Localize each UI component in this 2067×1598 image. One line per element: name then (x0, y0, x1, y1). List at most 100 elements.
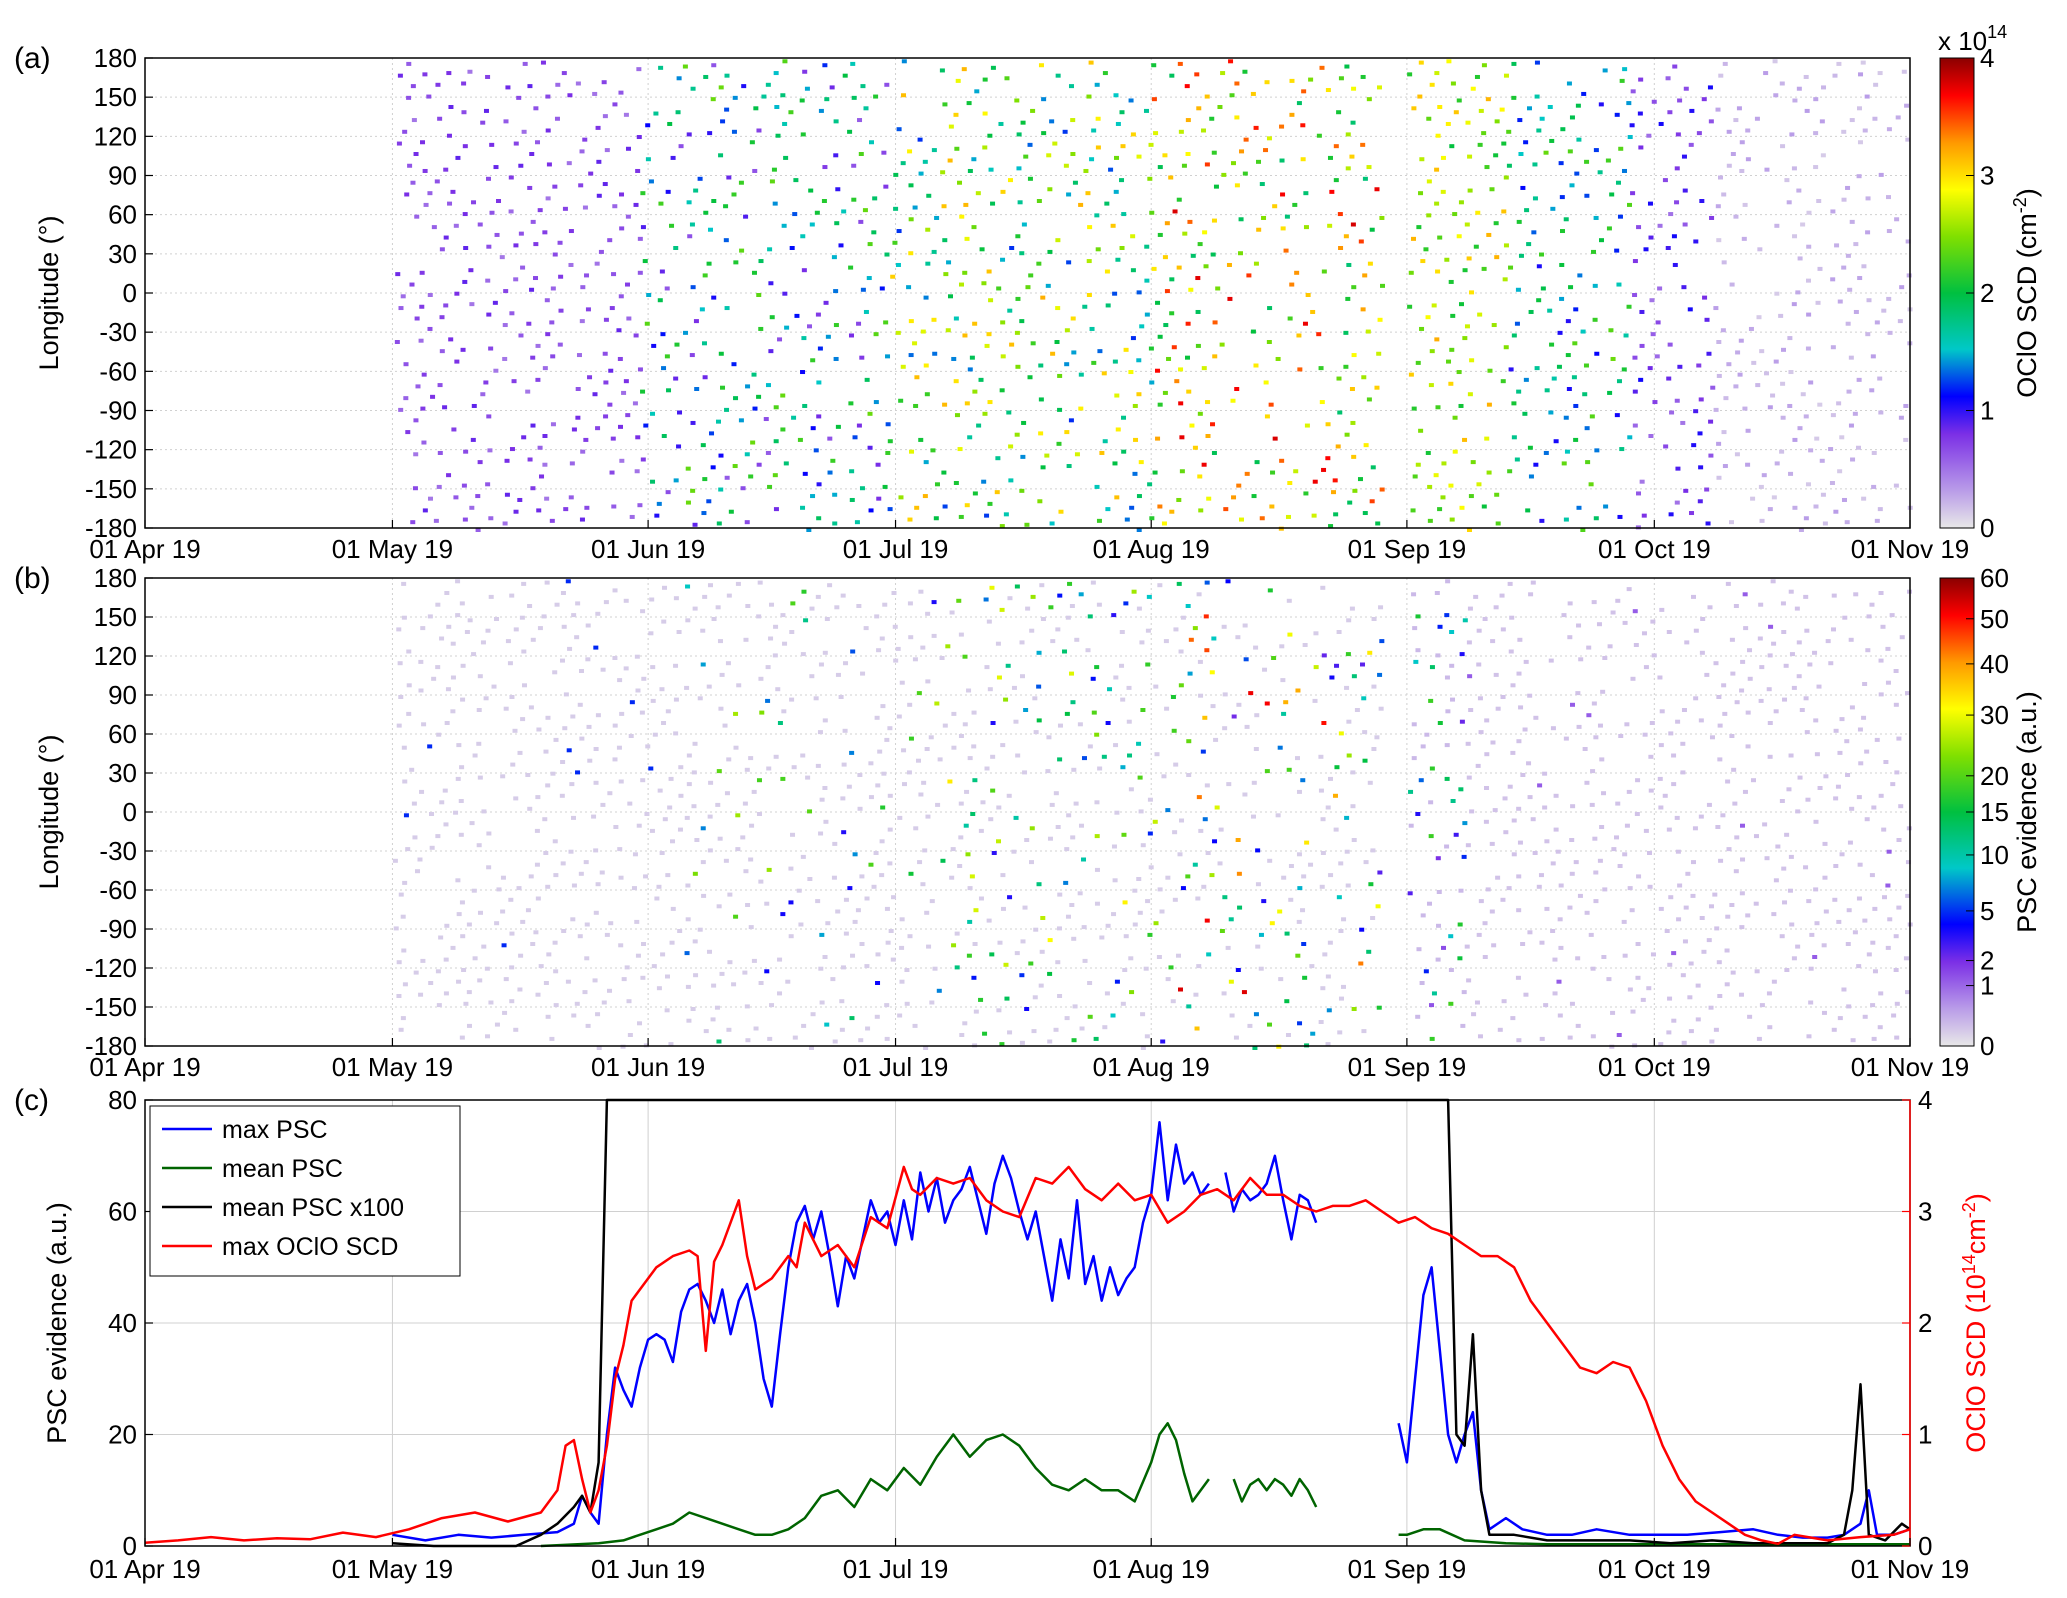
swath-cell (587, 375, 593, 380)
swath-cell (1659, 607, 1665, 612)
swath-cell (1022, 770, 1028, 775)
swath-cell (904, 968, 910, 972)
swath-cell (553, 969, 559, 974)
swath-cell (1015, 753, 1021, 758)
swath-cell (1115, 121, 1121, 126)
swath-cell (856, 604, 862, 608)
swath-cell (1708, 419, 1714, 424)
swath-cell (1880, 624, 1886, 629)
a-x-tick-label: 01 Jul 19 (843, 534, 949, 564)
swath-cell (1283, 248, 1289, 253)
swath-cell (959, 214, 965, 219)
swath-cell (767, 247, 773, 252)
swath-cell (1188, 637, 1194, 642)
swath-cell (1087, 225, 1093, 230)
swath-cell (1527, 930, 1533, 935)
swath-cell (1730, 152, 1736, 156)
swath-cell (1133, 437, 1139, 442)
swath-cell (1862, 1014, 1868, 1019)
swath-cell (925, 814, 931, 819)
swath-cell (1507, 784, 1513, 789)
swath-cell (1894, 1001, 1900, 1006)
swath-cell (558, 308, 564, 313)
swath-cell (1466, 978, 1472, 983)
swath-cell (1577, 893, 1583, 898)
swath-cell (1745, 428, 1751, 433)
a-y-tick-label: 150 (94, 82, 137, 112)
swath-cell (1780, 601, 1786, 606)
swath-cell (782, 59, 788, 64)
swath-cell (1320, 585, 1326, 590)
swath-cell (545, 94, 551, 99)
swath-cell (502, 1010, 508, 1015)
swath-cell (411, 118, 417, 123)
swath-cell (1340, 984, 1346, 989)
swath-cell (1350, 770, 1356, 775)
swath-cell (884, 906, 890, 911)
swath-cell (899, 917, 905, 922)
swath-cell (578, 183, 584, 188)
swath-cell (410, 84, 416, 89)
swath-cell (650, 665, 656, 670)
c-y-tick-label: 80 (108, 1085, 137, 1115)
swath-cell (1047, 938, 1053, 943)
swath-cell (1532, 162, 1538, 167)
swath-cell (552, 252, 558, 257)
swath-cell (780, 613, 786, 618)
swath-cell (1321, 467, 1327, 472)
swath-cell (501, 943, 507, 948)
swath-cell (884, 737, 890, 742)
swath-cell (1516, 389, 1522, 394)
c-y2-tick-label: 3 (1918, 1197, 1932, 1227)
swath-cell (1857, 727, 1863, 732)
swath-cell (1699, 916, 1705, 920)
swath-cell (1778, 313, 1784, 318)
swath-cell (471, 888, 477, 893)
swath-cell (1429, 665, 1435, 670)
swath-cell (1217, 861, 1223, 866)
swath-cell (1739, 823, 1745, 828)
swath-cell (448, 105, 454, 109)
swath-cell (1494, 492, 1500, 497)
swath-cell (560, 658, 566, 663)
swath-cell (1584, 193, 1590, 198)
swath-cell (1683, 86, 1689, 91)
swath-cell (1607, 644, 1613, 649)
swath-cell (488, 516, 494, 521)
swath-cell (552, 940, 558, 945)
swath-cell (882, 484, 888, 489)
swath-cell (1817, 786, 1823, 790)
swath-cell (678, 793, 684, 798)
swath-cell (1269, 921, 1275, 926)
swath-cell (885, 450, 891, 455)
swath-cell (1360, 142, 1366, 147)
swath-cell (529, 152, 535, 156)
swath-cell (1144, 312, 1150, 317)
swath-cell (1573, 307, 1579, 312)
swath-cell (1779, 934, 1785, 939)
swath-cell (550, 771, 556, 776)
swath-cell (635, 168, 641, 173)
swath-cell (1821, 943, 1827, 948)
swath-cell (1767, 754, 1773, 759)
swath-cell (536, 508, 542, 513)
swath-cell (912, 1023, 918, 1028)
swath-cell (1481, 266, 1487, 271)
swath-cell (467, 618, 473, 623)
swath-cell (1266, 340, 1272, 344)
swath-cell (1450, 697, 1456, 702)
swath-cell (1484, 165, 1490, 170)
swath-cell (1028, 273, 1034, 278)
swath-cell (1416, 225, 1422, 230)
a-cbticks-label: 2 (1980, 278, 1994, 308)
swath-cell (1674, 398, 1680, 403)
swath-cell (1429, 1003, 1435, 1008)
swath-cell (640, 389, 646, 394)
swath-cell (857, 773, 863, 777)
swath-cell (1558, 945, 1564, 950)
swath-cell (827, 470, 833, 475)
swath-cell (1139, 324, 1145, 329)
swath-cell (780, 912, 786, 917)
c-y-tick-label: 20 (108, 1420, 137, 1450)
swath-cell (1866, 298, 1872, 303)
